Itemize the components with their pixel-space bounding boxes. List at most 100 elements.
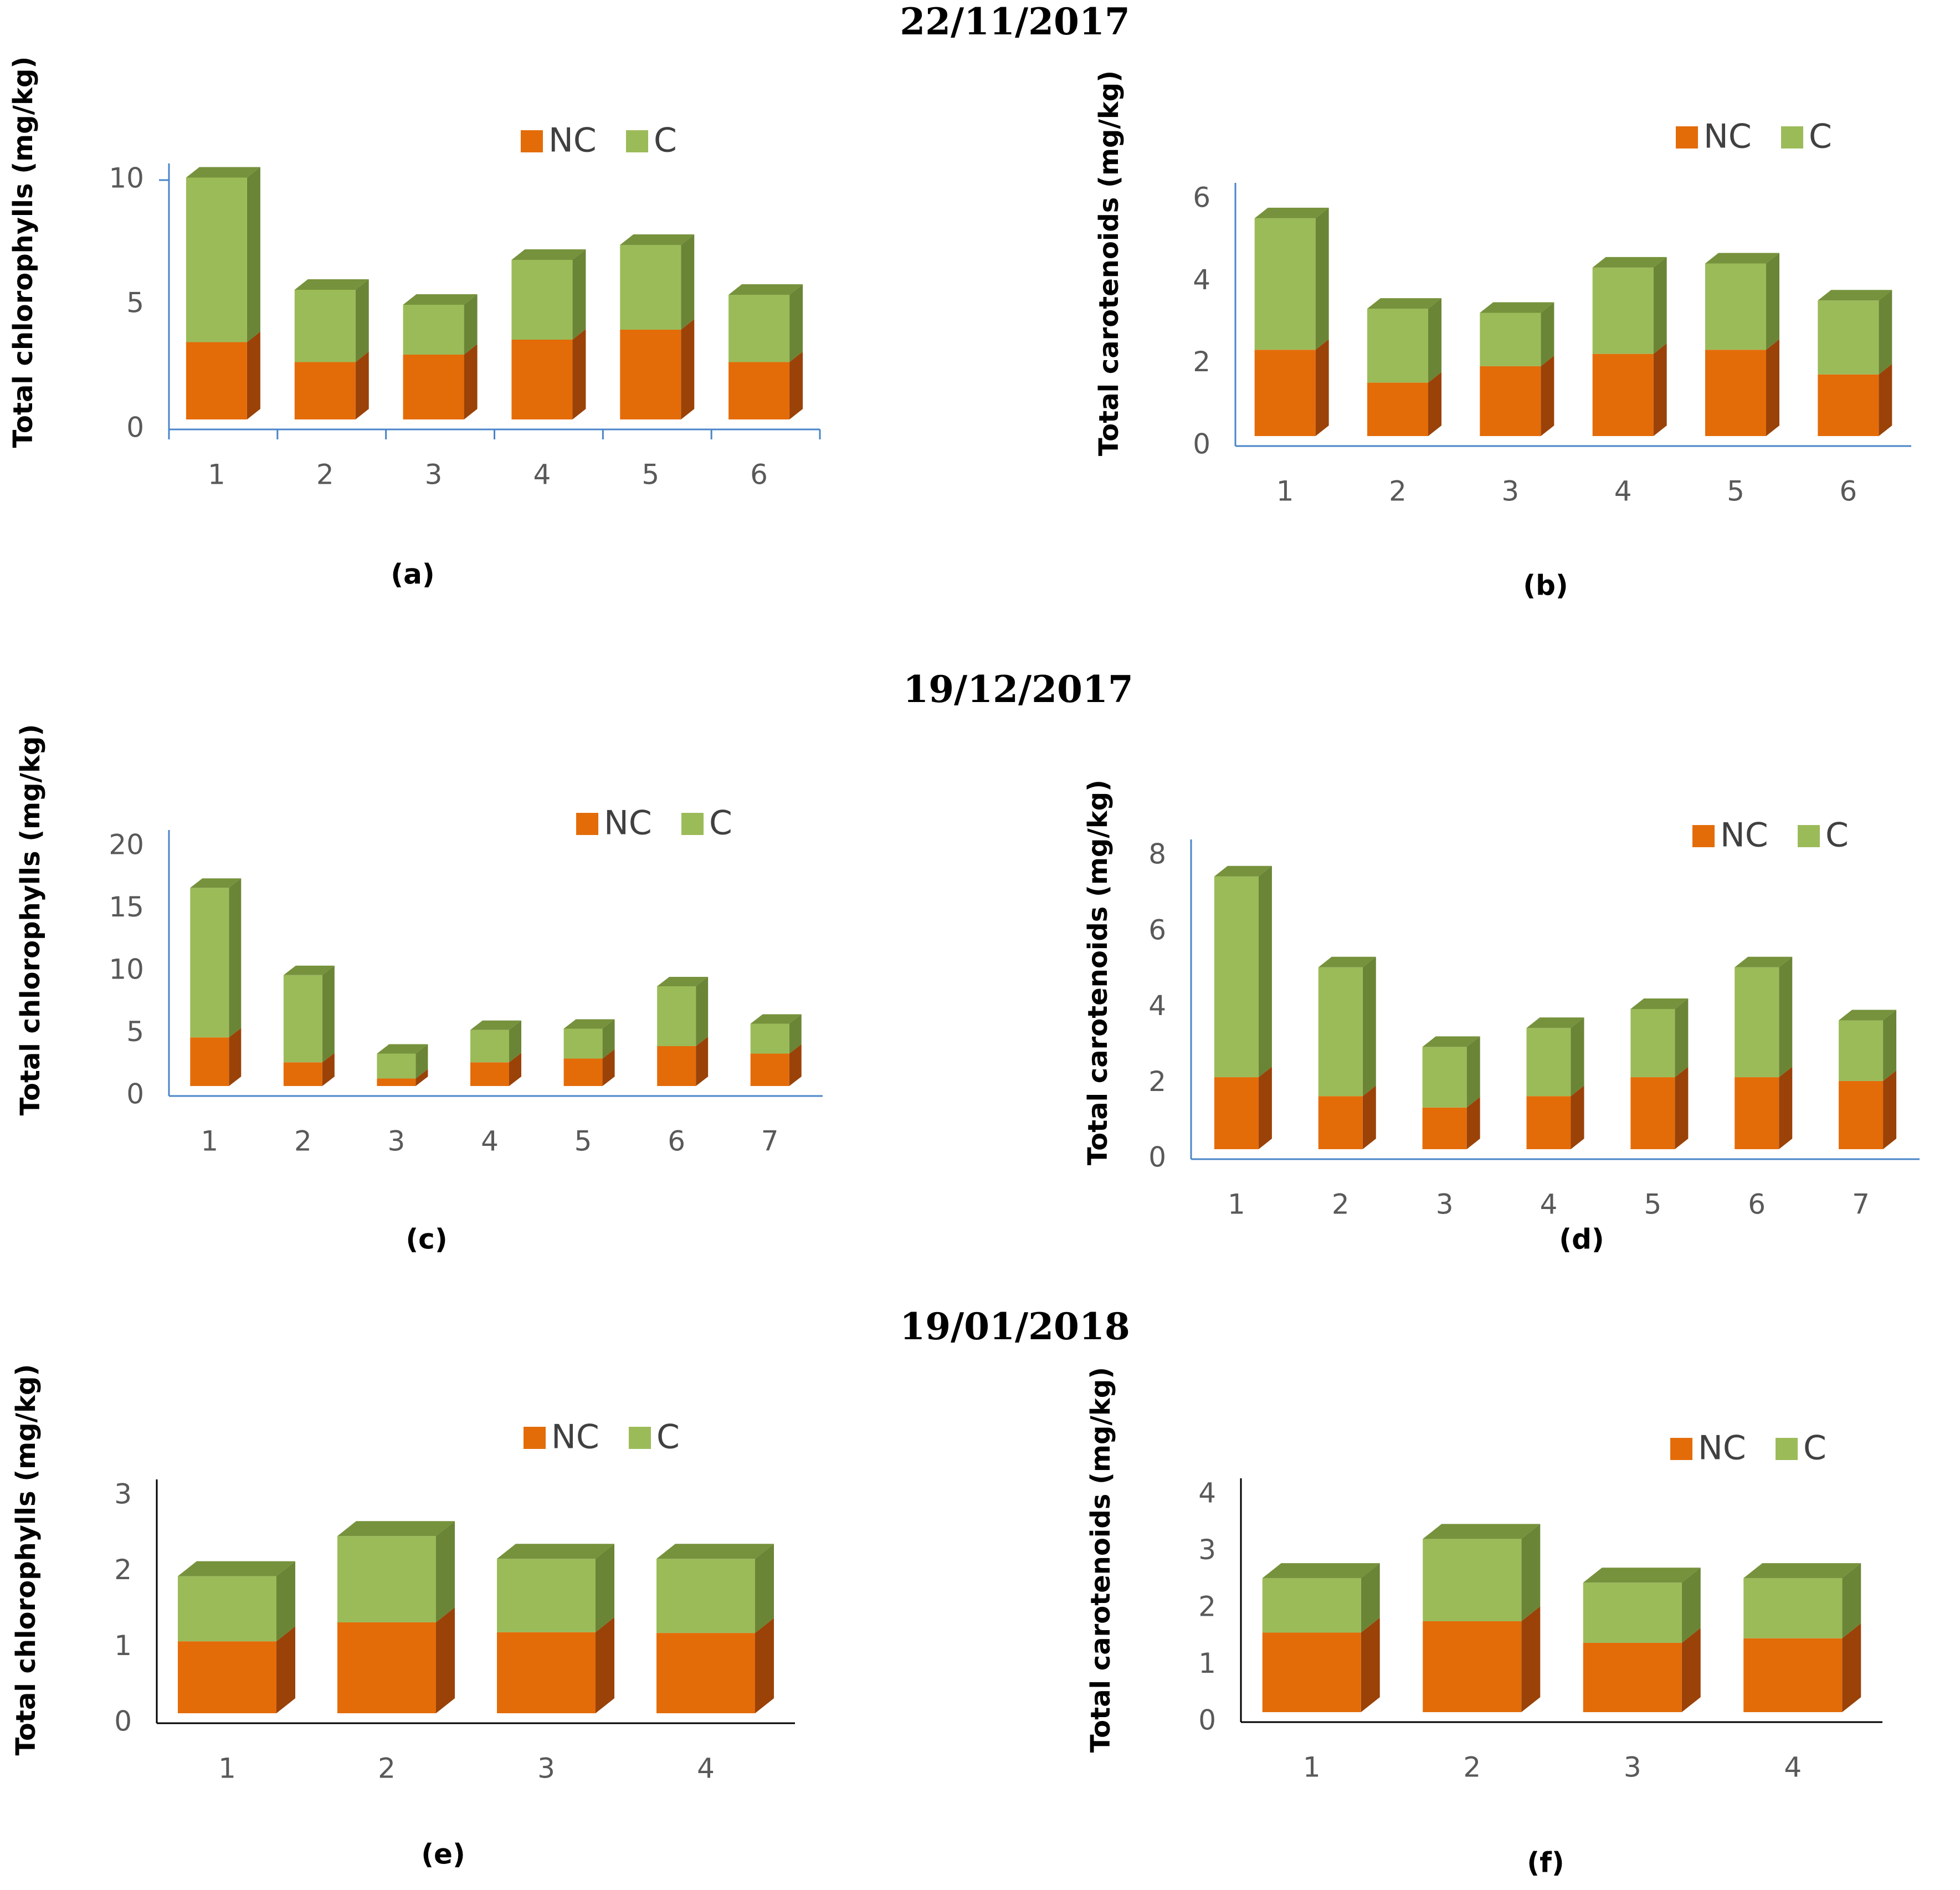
x-tick-label: 5 <box>1727 475 1744 508</box>
stacked-bar <box>1422 1036 1480 1149</box>
bar-c <box>620 245 681 330</box>
bar-c-side <box>572 249 586 340</box>
bar-c-side <box>276 1561 295 1642</box>
x-tick-label: 4 <box>697 1753 715 1785</box>
y-tick-label: 3 <box>114 1478 132 1510</box>
bar-c <box>1735 967 1779 1078</box>
bar-nc <box>186 342 247 419</box>
stacked-bar <box>1262 1563 1380 1712</box>
x-tick-label: 3 <box>537 1753 555 1785</box>
y-tick-label: 15 <box>109 891 144 923</box>
bar-nc-side <box>1653 343 1667 436</box>
bar-c <box>1423 1539 1522 1621</box>
legend-label-nc: NC <box>1720 816 1768 855</box>
date-title: 19/12/2017 <box>903 668 1133 711</box>
bar-c-side <box>1675 998 1689 1078</box>
y-tick-label: 2 <box>114 1554 132 1586</box>
x-tick-label: 2 <box>316 459 334 491</box>
bar-nc <box>1367 382 1428 436</box>
bar-c <box>1422 1047 1467 1108</box>
bar-c-side <box>1521 1524 1541 1621</box>
bar-c-side <box>596 1544 614 1632</box>
bar-c-side <box>1361 1563 1380 1633</box>
bar-c <box>657 986 696 1046</box>
y-tick-label: 2 <box>1198 1591 1216 1623</box>
panel-caption: (f) <box>1527 1847 1564 1879</box>
date-title: 19/01/2018 <box>900 1305 1130 1348</box>
bar-nc-side <box>1681 1627 1701 1712</box>
stacked-bar <box>1743 1563 1861 1712</box>
bar-nc <box>337 1622 436 1713</box>
stacked-bar <box>337 1521 455 1713</box>
bar-nc <box>1318 1096 1363 1149</box>
bar-nc-side <box>355 351 369 419</box>
chart-panel: 19/12/2017 0 5 10 15 20 1 2 3 4 5 6 7 Total chlorophy… <box>15 668 1133 1256</box>
bar-top <box>337 1521 455 1536</box>
bar-c-side <box>1653 257 1667 354</box>
x-tick-label: 1 <box>201 1125 218 1157</box>
x-tick-label: 1 <box>218 1753 236 1785</box>
bar-nc <box>1743 1638 1843 1712</box>
stacked-bar <box>1630 998 1689 1149</box>
chart-panel: 0 2 4 6 8 1 2 3 4 5 6 7 Total carotenoids (mg/kg) NC C… <box>1082 780 1920 1256</box>
bar-nc <box>511 340 573 419</box>
bar-nc-side <box>1521 1606 1541 1712</box>
bar-nc-side <box>1428 372 1441 436</box>
bar-c-side <box>1362 956 1376 1097</box>
bar-c-side <box>755 1544 774 1633</box>
bar-top <box>403 294 478 305</box>
y-tick-label: 2 <box>1148 1066 1166 1098</box>
bar-c-side <box>1258 865 1272 1078</box>
bar-nc-side <box>755 1618 774 1713</box>
stacked-bar <box>1583 1568 1701 1712</box>
y-tick-label: 0 <box>1198 1704 1216 1737</box>
bar-nc-side <box>464 344 478 419</box>
bar-c <box>294 290 356 362</box>
bar-nc-side <box>1258 1067 1272 1149</box>
stacked-bar <box>294 279 369 419</box>
x-tick-label: 3 <box>1624 1751 1641 1784</box>
stacked-bar <box>563 1019 615 1086</box>
bar-nc <box>1705 350 1766 436</box>
bar-top <box>497 1544 614 1559</box>
stacked-bar <box>186 167 260 419</box>
y-tick-label: 1 <box>114 1630 132 1662</box>
chart-panel: 0 1 2 3 4 1 2 3 4 Total carotenoids (mg/kg) NC C (f) <box>1085 1367 1882 1879</box>
y-tick-label: 8 <box>1148 838 1166 870</box>
bar-nc-side <box>1675 1067 1689 1149</box>
bar-nc-side <box>572 329 586 419</box>
x-tick-label: 4 <box>1540 1189 1558 1221</box>
bar-c <box>377 1053 416 1079</box>
bar-c-side <box>322 965 335 1063</box>
bar-c-side <box>1571 1017 1584 1097</box>
bar-c <box>728 295 790 362</box>
y-tick-label: 6 <box>1148 914 1166 946</box>
bar-nc-side <box>1766 339 1779 436</box>
x-tick-label: 5 <box>1644 1189 1661 1221</box>
bar-nc-side <box>276 1626 295 1713</box>
bar-c <box>1214 876 1259 1078</box>
x-tick-label: 6 <box>750 459 768 491</box>
bar-nc-side <box>1361 1617 1380 1712</box>
bar-c-side <box>1779 956 1793 1078</box>
legend-swatch-nc <box>576 813 598 835</box>
bar-nc-side <box>681 319 695 419</box>
y-axis-label: Total carotenoids (mg/kg) <box>1094 70 1125 456</box>
y-tick-label: 2 <box>1193 346 1210 378</box>
bar-c-side <box>696 977 709 1046</box>
bar-top <box>283 965 335 975</box>
bar-top <box>620 234 695 245</box>
bar-top <box>1735 956 1793 967</box>
bar-c <box>470 1029 509 1063</box>
stacked-bar <box>1480 302 1554 436</box>
x-tick-label: 6 <box>668 1125 685 1157</box>
bar-c <box>1254 218 1316 350</box>
bar-c-side <box>415 1044 428 1079</box>
x-tick-label: 3 <box>425 459 443 491</box>
bar-nc-side <box>1571 1085 1584 1149</box>
bar-nc-side <box>596 1617 614 1713</box>
bar-top <box>563 1019 615 1029</box>
y-tick-label: 10 <box>109 954 144 986</box>
bar-c <box>1367 309 1428 383</box>
bar-top <box>377 1044 428 1054</box>
